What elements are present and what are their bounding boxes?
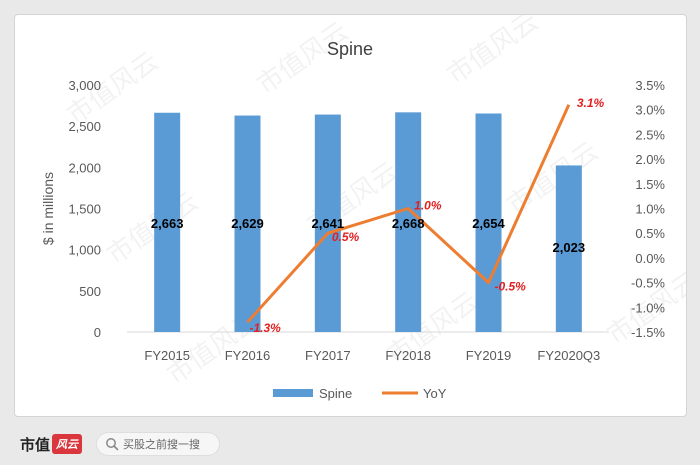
y-tick-label: 1,000 xyxy=(68,243,101,258)
y2-tick-label: 2.0% xyxy=(635,152,665,167)
y2-tick-label: -0.5% xyxy=(631,276,665,291)
y2-tick-label: 3.0% xyxy=(635,103,665,118)
x-tick-label: FY2019 xyxy=(466,348,512,363)
bar-data-label: 2,629 xyxy=(231,216,264,231)
y-tick-label: 2,500 xyxy=(68,119,101,134)
brand-logo[interactable]: 市值 风云 xyxy=(20,434,83,455)
bar-data-label: 2,023 xyxy=(553,240,586,255)
bar xyxy=(555,165,582,332)
chart-card: 市值风云 市值风云 市值风云 市值风云 市值风云 市值风云 市值风云 市值风云 市值风云 Spin… xyxy=(14,14,687,417)
bar-data-label: 2,641 xyxy=(312,216,345,231)
line-data-label: 0.5% xyxy=(332,230,360,244)
bar-data-label: 2,668 xyxy=(392,216,425,231)
brand-mark: 风云 xyxy=(52,434,83,454)
bar-data-label: 2,654 xyxy=(472,216,505,231)
y2-tick-label: 1.0% xyxy=(635,202,665,217)
search-icon xyxy=(106,438,119,451)
search-placeholder: 买股之前搜一搜 xyxy=(123,438,201,451)
bar xyxy=(395,112,422,333)
line-data-label: -0.5% xyxy=(495,280,527,294)
line-data-label: -1.3% xyxy=(250,321,282,335)
y2-tick-label: -1.0% xyxy=(631,300,665,315)
bar xyxy=(234,115,261,332)
x-tick-label: FY2018 xyxy=(385,348,431,363)
line-data-label: 1.0% xyxy=(414,199,442,213)
x-tick-label: FY2017 xyxy=(305,348,351,363)
x-tick-label: FY2015 xyxy=(144,348,190,363)
y2-tick-label: 0.5% xyxy=(635,226,665,241)
watermark-text: 市值风云 xyxy=(441,15,543,90)
y-tick-label: 3,000 xyxy=(68,78,101,93)
footer: 市值 风云 买股之前搜一搜 xyxy=(0,423,700,465)
y2-tick-label: 3.5% xyxy=(635,78,665,93)
x-tick-label: FY2020Q3 xyxy=(537,348,600,363)
chart-title: Spine xyxy=(327,39,373,59)
legend-swatch-spine xyxy=(273,389,313,397)
y-axis-label: $ in millions xyxy=(40,172,56,245)
watermark-text: 市值风云 xyxy=(501,136,603,220)
bar xyxy=(314,114,341,332)
bar xyxy=(475,113,502,332)
bar xyxy=(154,112,181,332)
y-tick-label: 500 xyxy=(79,284,101,299)
legend-label-spine: Spine xyxy=(319,386,352,401)
y2-tick-label: -1.5% xyxy=(631,325,665,340)
x-tick-label: FY2016 xyxy=(225,348,271,363)
y-tick-label: 1,500 xyxy=(68,202,101,217)
yoy-line xyxy=(246,104,571,324)
y-tick-label: 0 xyxy=(94,325,101,340)
y-tick-label: 2,000 xyxy=(68,160,101,175)
y2-tick-label: 2.5% xyxy=(635,127,665,142)
brand-text: 市值 xyxy=(20,435,51,454)
legend-label-yoy: YoY xyxy=(423,386,447,401)
y2-tick-label: 1.5% xyxy=(635,177,665,192)
y2-tick-label: 0.0% xyxy=(635,251,665,266)
line-data-label: 3.1% xyxy=(577,96,605,110)
search-input[interactable]: 买股之前搜一搜 xyxy=(96,432,221,456)
bar-data-label: 2,663 xyxy=(151,216,184,231)
